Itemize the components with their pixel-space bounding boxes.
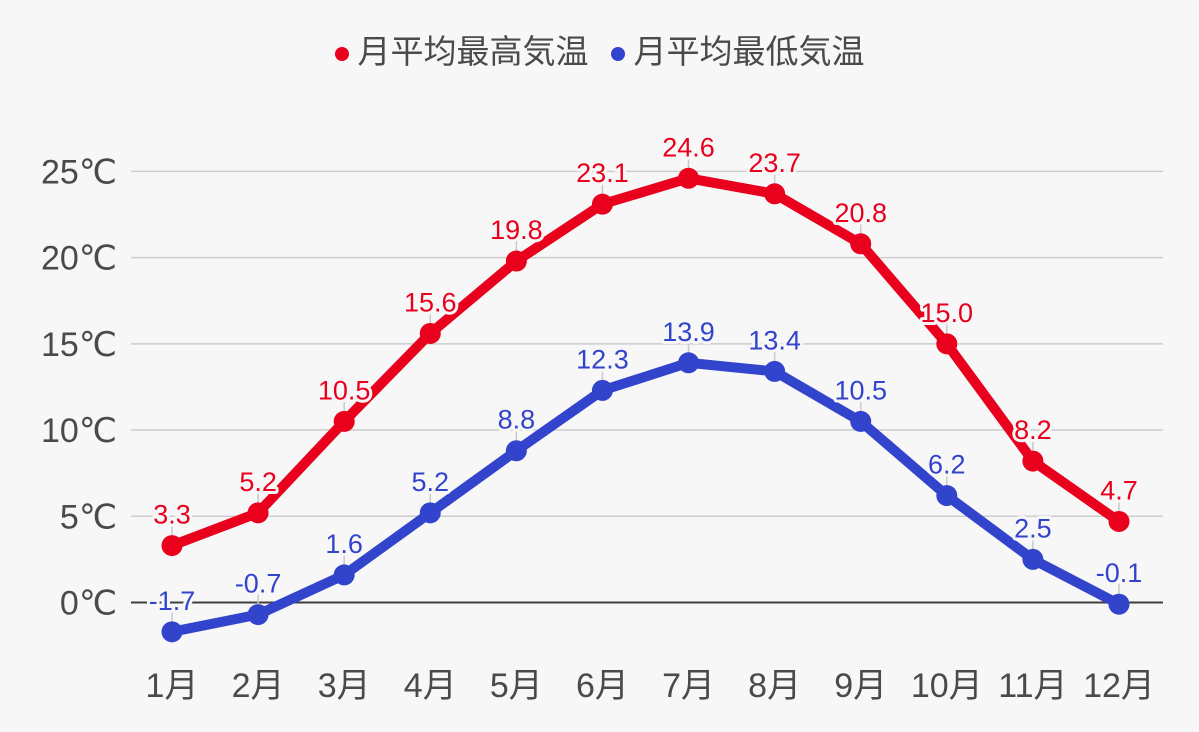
max-temp-data-label: 8.2 <box>1014 415 1052 445</box>
max-temp-data-label: 20.8 <box>834 198 887 228</box>
min-temp-data-point[interactable] <box>1022 548 1044 570</box>
legend-entry-min-temp: 月平均最低気温 <box>610 32 865 72</box>
chart-legend: 月平均最高気温 月平均最低気温 <box>0 32 1199 72</box>
min-temp-data-point[interactable] <box>936 485 958 507</box>
max-temp-data-label: 3.3 <box>153 500 191 530</box>
x-axis-month-label: 4月 <box>404 667 457 705</box>
x-axis-month-label: 10月 <box>911 667 983 705</box>
y-axis-tick-label: 0℃ <box>60 585 117 623</box>
min-temp-data-label: 1.6 <box>325 529 363 559</box>
max-temp-legend-dot-icon <box>334 46 349 61</box>
x-axis-month-label: 9月 <box>834 667 887 705</box>
max-temp-data-label: 15.6 <box>404 287 457 317</box>
max-temp-data-label: 15.0 <box>921 298 974 328</box>
y-axis-tick-label: 20℃ <box>41 240 117 278</box>
min-temp-data-label: -1.7 <box>149 586 196 616</box>
max-temp-data-label: 23.7 <box>748 148 801 178</box>
y-axis-tick-label: 15℃ <box>41 326 117 364</box>
x-axis-month-label: 3月 <box>318 667 371 705</box>
max-temp-data-label: 5.2 <box>239 467 277 497</box>
max-temp-data-point[interactable] <box>850 233 872 255</box>
legend-entry-max-temp: 月平均最高気温 <box>334 32 589 72</box>
max-temp-data-point[interactable] <box>1022 450 1044 472</box>
min-temp-line <box>167 357 1124 637</box>
x-axis-month-label: 5月 <box>490 667 543 705</box>
max-temp-data-point[interactable] <box>678 167 700 189</box>
max-temp-data-label: 10.5 <box>318 375 371 405</box>
x-axis-month-label: 2月 <box>232 667 285 705</box>
min-temp-data-point[interactable] <box>161 621 183 643</box>
min-temp-data-point[interactable] <box>419 502 441 524</box>
x-axis-month-label: 6月 <box>576 667 629 705</box>
x-axis-month-label: 11月 <box>998 667 1067 705</box>
min-temp-data-point[interactable] <box>764 360 786 382</box>
x-axis-month-label: 12月 <box>1083 667 1155 705</box>
x-axis-month-label: 1月 <box>146 667 199 705</box>
legend-label-min-temp: 月平均最低気温 <box>633 33 865 70</box>
y-axis-tick-label: 5℃ <box>60 498 117 536</box>
min-temp-data-point[interactable] <box>850 410 872 432</box>
max-temp-data-point[interactable] <box>333 410 355 432</box>
min-temp-data-label: 8.8 <box>498 405 536 435</box>
max-temp-data-point[interactable] <box>1108 510 1130 532</box>
min-temp-data-point[interactable] <box>1108 593 1130 615</box>
min-temp-data-label: -0.7 <box>235 569 282 599</box>
legend-label-max-temp: 月平均最高気温 <box>357 33 589 70</box>
min-temp-data-label: -0.1 <box>1096 558 1143 588</box>
min-temp-legend-dot-icon <box>610 46 625 61</box>
max-temp-data-label: 23.1 <box>576 158 629 188</box>
max-temp-data-label: 4.7 <box>1100 475 1138 505</box>
y-axis-tick-label: 10℃ <box>41 412 117 450</box>
x-axis-month-label: 7月 <box>662 667 715 705</box>
min-temp-data-point[interactable] <box>247 604 269 626</box>
x-axis-month-label: 8月 <box>748 667 801 705</box>
min-temp-data-label: 10.5 <box>834 375 887 405</box>
min-temp-data-label: 5.2 <box>411 467 449 497</box>
min-temp-data-label: 6.2 <box>928 450 966 480</box>
max-temp-data-point[interactable] <box>936 333 958 355</box>
max-temp-data-point[interactable] <box>764 183 786 205</box>
min-temp-data-label: 12.3 <box>576 344 629 374</box>
min-temp-data-label: 13.9 <box>662 317 715 347</box>
max-temp-data-point[interactable] <box>505 250 527 272</box>
max-temp-data-point[interactable] <box>247 502 269 524</box>
max-temp-data-point[interactable] <box>161 535 183 557</box>
min-temp-data-point[interactable] <box>591 379 613 401</box>
min-temp-data-point[interactable] <box>333 564 355 586</box>
min-temp-data-label: 2.5 <box>1014 513 1052 543</box>
min-temp-data-label: 13.4 <box>748 325 801 355</box>
min-temp-data-point[interactable] <box>505 440 527 462</box>
min-temp-data-point[interactable] <box>678 352 700 374</box>
max-temp-line <box>167 173 1124 551</box>
y-axis-tick-label: 25℃ <box>41 153 117 191</box>
max-temp-data-point[interactable] <box>591 193 613 215</box>
max-temp-data-label: 19.8 <box>490 215 543 245</box>
max-temp-data-label: 24.6 <box>662 132 715 162</box>
max-temp-data-point[interactable] <box>419 322 441 344</box>
